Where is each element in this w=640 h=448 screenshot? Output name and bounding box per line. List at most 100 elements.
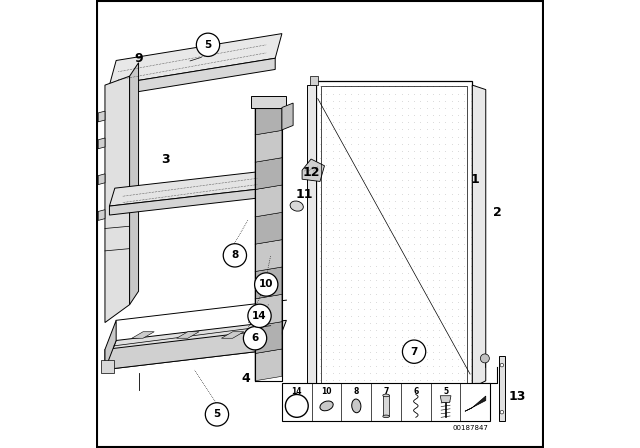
Point [365, 83, 375, 90]
Point [359, 269, 369, 276]
Point [384, 233, 394, 241]
Point [321, 370, 332, 377]
Point [390, 104, 401, 112]
Point [359, 262, 369, 269]
Point [359, 233, 369, 241]
Point [321, 305, 332, 312]
Point [371, 248, 381, 255]
Point [365, 377, 375, 384]
Point [371, 104, 381, 112]
Point [333, 355, 344, 362]
Point [403, 255, 413, 262]
Point [315, 284, 325, 291]
Point [359, 133, 369, 140]
Point [371, 305, 381, 312]
Point [353, 262, 363, 269]
Point [465, 341, 476, 348]
Point [390, 155, 401, 162]
Point [409, 97, 419, 104]
Point [359, 205, 369, 212]
Point [447, 348, 457, 355]
Point [415, 205, 426, 212]
Point [353, 147, 363, 155]
Point [346, 334, 356, 341]
Point [365, 212, 375, 219]
Point [428, 355, 438, 362]
Point [422, 276, 432, 284]
Point [353, 284, 363, 291]
Point [359, 147, 369, 155]
Point [328, 362, 338, 370]
Text: 5: 5 [204, 40, 212, 50]
Point [465, 269, 476, 276]
Point [409, 126, 419, 133]
Point [328, 212, 338, 219]
Point [353, 133, 363, 140]
Point [415, 327, 426, 334]
Point [359, 362, 369, 370]
Point [465, 370, 476, 377]
Point [321, 276, 332, 284]
Point [453, 319, 463, 327]
Point [390, 133, 401, 140]
Point [353, 355, 363, 362]
Point [328, 319, 338, 327]
Point [359, 112, 369, 119]
Circle shape [255, 273, 278, 296]
Point [378, 169, 388, 176]
Point [384, 90, 394, 97]
Point [422, 312, 432, 319]
Point [428, 140, 438, 147]
Point [447, 355, 457, 362]
Point [415, 355, 426, 362]
Point [428, 284, 438, 291]
Point [346, 248, 356, 255]
Point [428, 327, 438, 334]
Point [315, 327, 325, 334]
Point [390, 334, 401, 341]
Point [315, 233, 325, 241]
Point [328, 248, 338, 255]
Point [346, 348, 356, 355]
Point [440, 126, 451, 133]
Point [390, 112, 401, 119]
Point [333, 276, 344, 284]
Point [333, 377, 344, 384]
Point [371, 133, 381, 140]
Point [447, 169, 457, 176]
Point [378, 205, 388, 212]
Point [428, 255, 438, 262]
Point [315, 341, 325, 348]
Point [447, 319, 457, 327]
Polygon shape [105, 76, 129, 323]
Text: 3: 3 [161, 152, 170, 166]
Point [328, 241, 338, 248]
Text: 10: 10 [259, 280, 273, 289]
Point [459, 355, 469, 362]
Point [465, 362, 476, 370]
Polygon shape [302, 159, 324, 181]
Point [333, 219, 344, 226]
Point [340, 226, 350, 233]
Point [396, 126, 406, 133]
Point [390, 176, 401, 183]
Point [359, 284, 369, 291]
Point [422, 255, 432, 262]
Point [353, 90, 363, 97]
Point [396, 327, 406, 334]
Point [434, 119, 444, 126]
Point [371, 291, 381, 298]
Point [447, 104, 457, 112]
Point [465, 319, 476, 327]
Polygon shape [255, 185, 282, 217]
Circle shape [481, 354, 490, 363]
Point [315, 126, 325, 133]
Ellipse shape [383, 394, 389, 397]
Point [321, 355, 332, 362]
Point [328, 305, 338, 312]
Point [434, 312, 444, 319]
Point [346, 147, 356, 155]
Point [346, 169, 356, 176]
Point [453, 104, 463, 112]
Bar [316, 81, 472, 392]
